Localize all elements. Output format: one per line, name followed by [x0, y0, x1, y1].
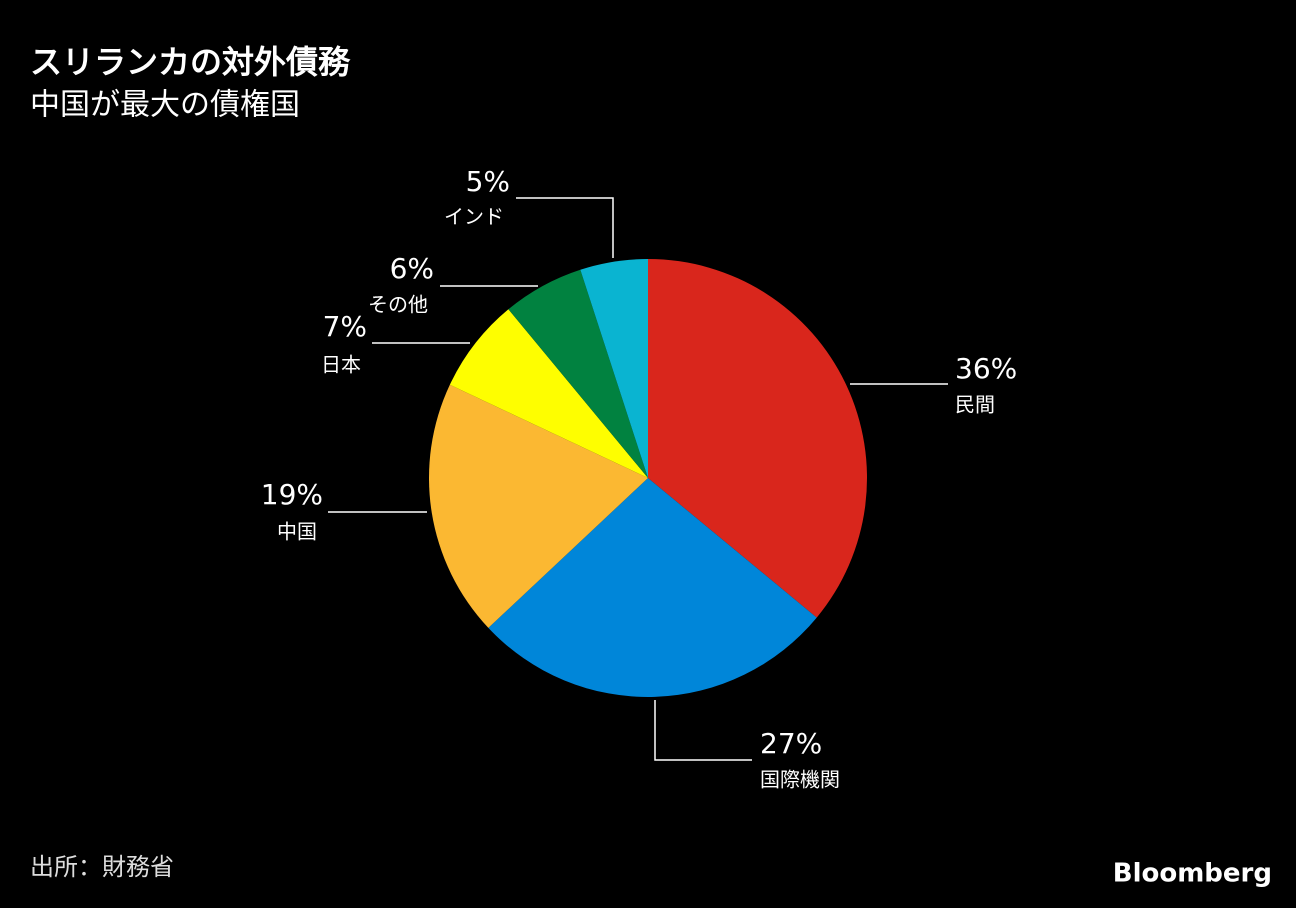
logo: Bloomberg [1113, 859, 1272, 889]
leader-line [654, 700, 752, 761]
category-label: その他 [368, 293, 428, 317]
value-label: 6% [390, 252, 434, 285]
category-label: 日本 [321, 353, 361, 377]
pie-slice [449, 309, 648, 478]
source: 出所：財務省 [30, 853, 174, 881]
value-label: 5% [466, 165, 510, 198]
category-label: 国際機関 [760, 768, 840, 792]
chart-subtitle: 中国が最大の債権国 [30, 88, 300, 123]
pie-slice [428, 384, 648, 628]
value-label: 36% [955, 352, 1017, 385]
pie-slice [580, 259, 648, 478]
category-label: インド [444, 205, 504, 229]
value-label: 27% [760, 727, 822, 760]
leader-line [516, 197, 614, 258]
value-label: 19% [261, 478, 323, 511]
value-label: 7% [323, 310, 367, 343]
category-label: 民間 [955, 393, 995, 417]
pie-slice [648, 259, 867, 618]
chart-title: スリランカの対外債務 [30, 43, 351, 81]
pie-slice [508, 269, 648, 478]
category-label: 中国 [277, 520, 317, 544]
pie-slice [488, 478, 817, 697]
